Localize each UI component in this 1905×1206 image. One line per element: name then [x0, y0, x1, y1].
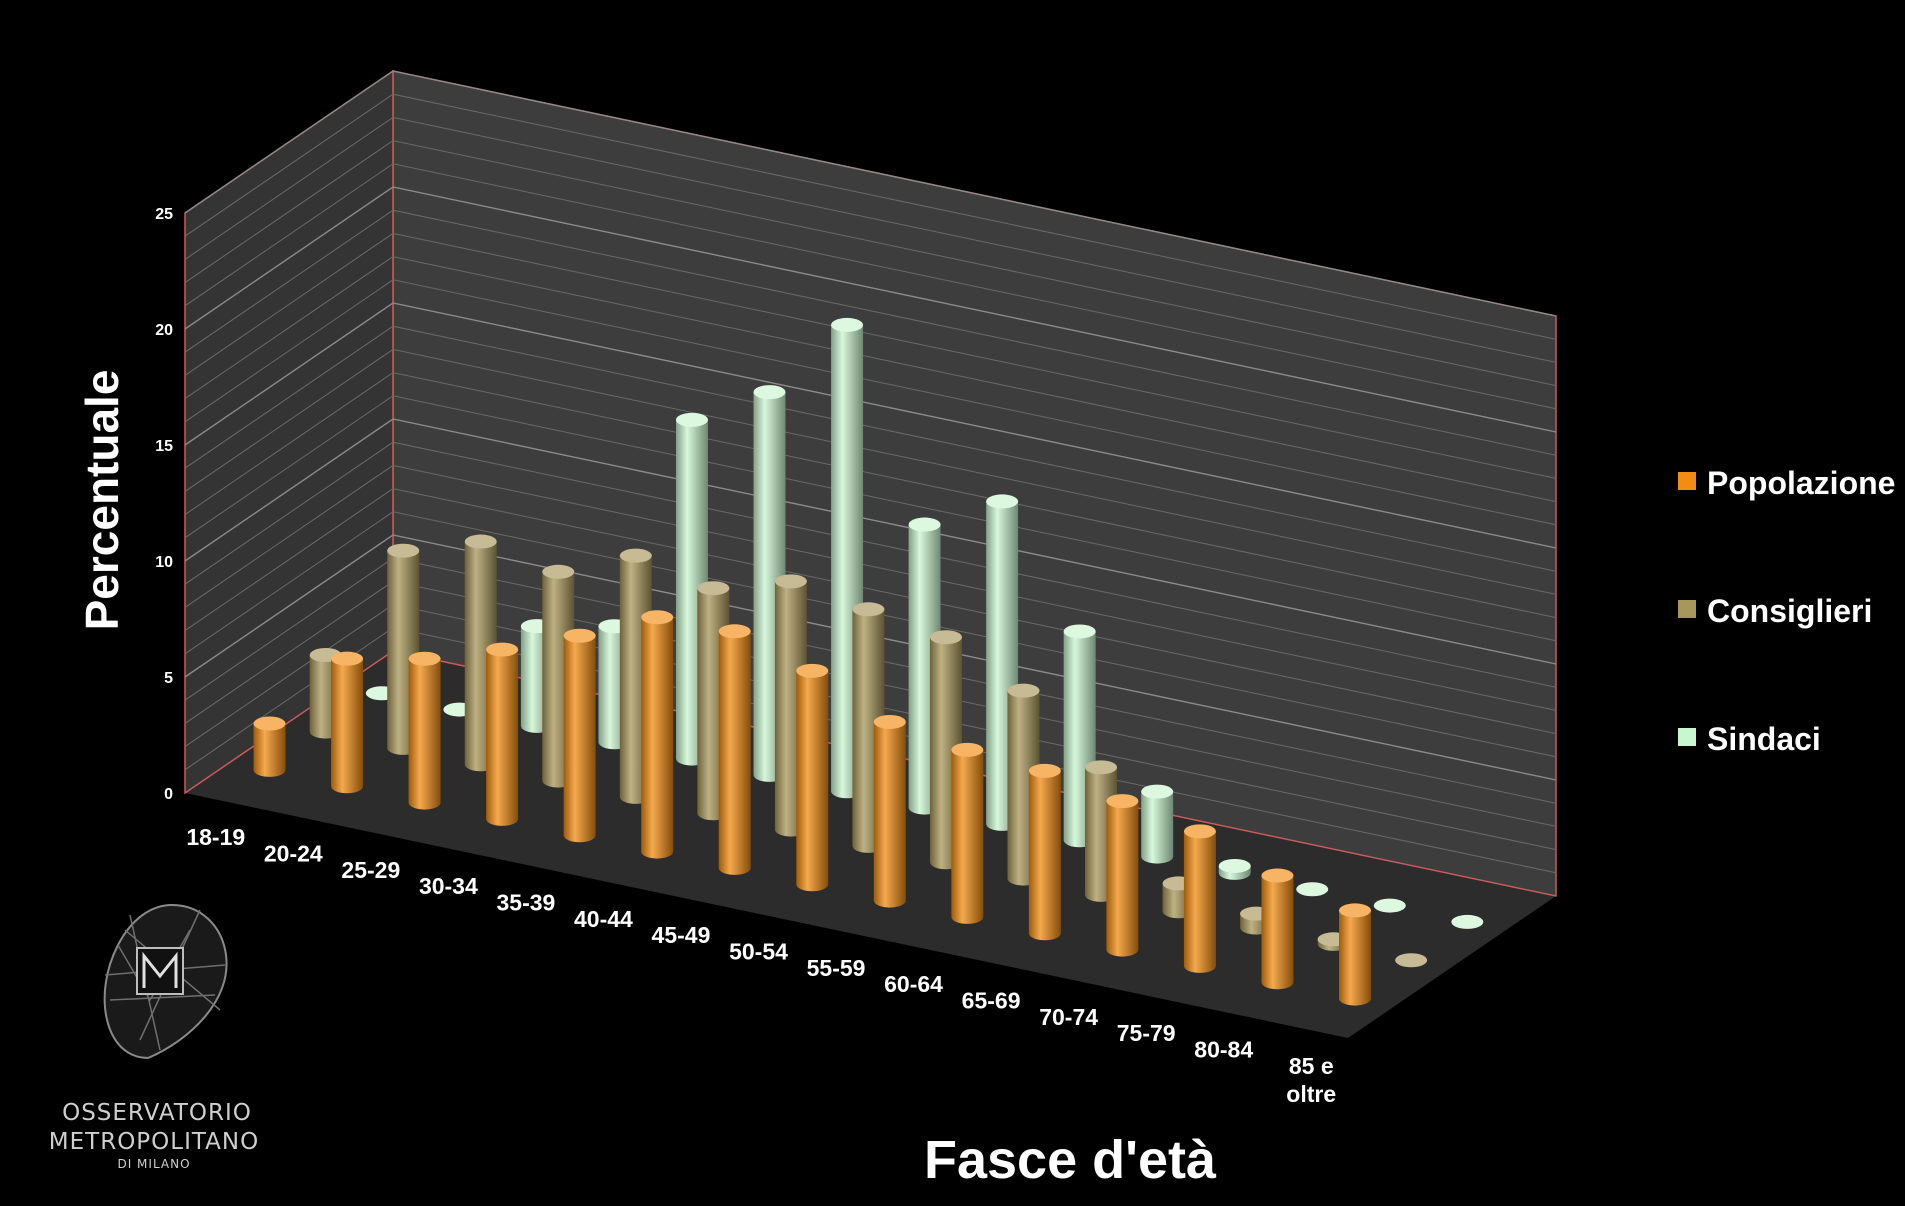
x-tick-label: 55-59 — [807, 955, 866, 981]
gridlines — [184, 70, 1557, 874]
gridline — [184, 140, 1557, 387]
logo-line-3: DI MILANO — [117, 1157, 190, 1171]
gridline — [184, 348, 1557, 595]
logo-line-1: OSSERVATORIO — [62, 1100, 252, 1126]
y-tick-label: 15 — [155, 438, 173, 455]
bar — [796, 663, 829, 892]
gridline — [184, 279, 1557, 526]
x-tick-label: 40-44 — [574, 906, 633, 932]
gridline — [184, 395, 1557, 642]
y-axis-title: Percentuale — [76, 370, 128, 631]
gridline — [184, 70, 1557, 317]
gridline — [184, 488, 1557, 735]
x-tick-labels: 18-19 20-24 25-29 30-34 35-39 40-44 45-49 50-54… — [186, 824, 1336, 1107]
legend-swatch — [1678, 600, 1696, 618]
gridline — [184, 209, 1557, 456]
gridline — [184, 441, 1557, 688]
x-tick-label: 25-29 — [341, 857, 400, 883]
gridline — [184, 418, 1557, 665]
x-tick-label: 45-49 — [652, 922, 711, 948]
y-tick-label: 25 — [155, 206, 173, 223]
x-tick-label: 80-84 — [1194, 1037, 1253, 1063]
x-tick-label: 85 e oltre — [1286, 1053, 1336, 1107]
gridline — [184, 256, 1557, 503]
bar — [563, 628, 596, 843]
legend-label: Sindaci — [1707, 721, 1821, 757]
bar — [253, 716, 286, 777]
y-tick-label: 10 — [155, 554, 173, 571]
legend-swatch — [1678, 728, 1696, 746]
bar — [1141, 784, 1174, 864]
logo: OSSERVATORIO METROPOLITANO DI MILANO — [49, 903, 259, 1171]
bar — [1183, 824, 1216, 973]
bar — [1451, 914, 1484, 929]
bar — [408, 651, 441, 810]
bar — [718, 624, 751, 875]
bar — [1395, 953, 1428, 968]
x-tick-label: 20-24 — [264, 841, 323, 867]
bar — [641, 610, 674, 859]
bar — [1373, 898, 1406, 913]
y-tick-label: 5 — [164, 670, 173, 687]
bar — [873, 714, 906, 908]
gridline — [184, 372, 1557, 619]
x-tick-label: 70-74 — [1039, 1004, 1098, 1030]
x-tick-label: 18-19 — [186, 824, 245, 850]
bar — [1261, 868, 1294, 990]
gridline — [184, 511, 1557, 758]
gridline — [184, 232, 1557, 479]
legend-swatch — [1678, 472, 1696, 490]
bar — [1028, 763, 1061, 941]
legend-label: Popolazione — [1707, 465, 1895, 501]
gridline — [184, 302, 1557, 549]
gridline — [184, 186, 1557, 433]
y-tick-label: 20 — [155, 322, 173, 339]
bars — [253, 317, 1484, 1006]
bar — [1106, 794, 1139, 957]
y-tick-labels: 0 5 10 15 20 25 — [155, 206, 173, 803]
gridline — [184, 464, 1557, 711]
gridline — [184, 325, 1557, 572]
x-axis-title: Fasce d'età — [924, 1130, 1217, 1190]
gridline — [184, 116, 1557, 363]
y-tick-label: 0 — [164, 786, 173, 803]
map-pin-m-icon — [103, 903, 228, 1060]
gridline — [184, 163, 1557, 410]
bar — [951, 742, 984, 924]
bar — [331, 651, 364, 794]
x-tick-label: 50-54 — [729, 939, 788, 965]
x-tick-label: 35-39 — [496, 890, 555, 916]
gridline — [184, 93, 1557, 340]
gridline — [184, 534, 1557, 781]
bar — [486, 642, 519, 826]
x-tick-label: 60-64 — [884, 971, 943, 997]
bar — [1338, 903, 1371, 1006]
x-tick-label: 65-69 — [962, 988, 1021, 1014]
legend: Popolazione Consiglieri Sindaci — [1678, 465, 1895, 757]
legend-label: Consiglieri — [1707, 593, 1872, 629]
logo-line-2: METROPOLITANO — [49, 1129, 259, 1155]
x-tick-label: 30-34 — [419, 873, 478, 899]
bar — [1218, 858, 1251, 880]
x-tick-label: 75-79 — [1117, 1020, 1176, 1046]
bar — [1296, 882, 1329, 897]
